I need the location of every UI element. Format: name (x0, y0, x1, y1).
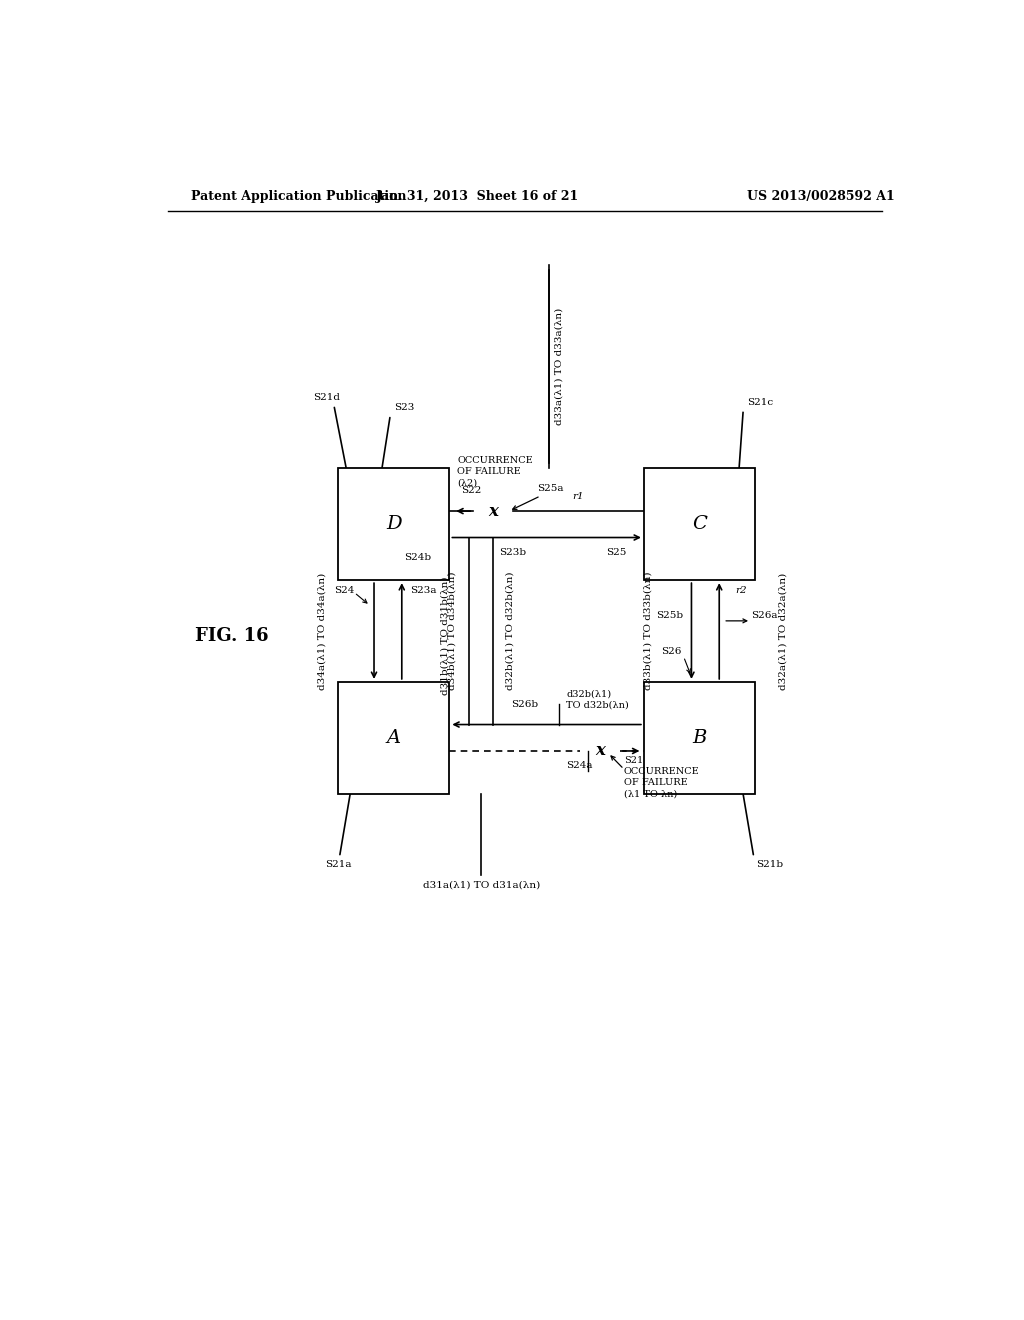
Text: S23: S23 (394, 404, 415, 412)
Text: d33b(λ1) TO d33b(λn): d33b(λ1) TO d33b(λn) (643, 572, 652, 690)
Text: S26: S26 (662, 647, 682, 656)
Text: S25b: S25b (656, 611, 684, 620)
Text: S26b: S26b (512, 701, 539, 709)
Text: S25: S25 (606, 548, 626, 557)
Text: S21c: S21c (748, 399, 773, 408)
Text: S25a: S25a (537, 484, 563, 492)
Text: FIG. 16: FIG. 16 (196, 627, 269, 645)
Text: S24: S24 (334, 586, 354, 595)
Bar (644, 469, 755, 581)
Text: d31b(λ1) TO d31b(λn): d31b(λ1) TO d31b(λn) (441, 577, 450, 696)
Text: r1: r1 (572, 492, 584, 500)
Text: d33a(λ1) TO d33a(λn): d33a(λ1) TO d33a(λn) (555, 308, 564, 425)
Text: S22: S22 (462, 486, 481, 495)
Text: C: C (692, 515, 707, 533)
Text: D: D (386, 515, 401, 533)
Text: US 2013/0028592 A1: US 2013/0028592 A1 (748, 190, 895, 202)
Text: S24b: S24b (404, 553, 431, 562)
Text: S23b: S23b (499, 548, 526, 557)
Text: d34b(λ1) TO d34b(λn): d34b(λ1) TO d34b(λn) (447, 572, 457, 690)
Text: A: A (387, 729, 401, 747)
Text: S21
OCCURRENCE
OF FAILURE
(λ1 TO λn): S21 OCCURRENCE OF FAILURE (λ1 TO λn) (624, 756, 699, 799)
Text: Jan. 31, 2013  Sheet 16 of 21: Jan. 31, 2013 Sheet 16 of 21 (376, 190, 579, 202)
Text: d32a(λ1) TO d32a(λn): d32a(λ1) TO d32a(λn) (778, 573, 787, 689)
Text: S21d: S21d (313, 393, 340, 403)
Text: d34a(λ1) TO d34a(λn): d34a(λ1) TO d34a(λn) (317, 573, 327, 689)
Text: d32b(λ1)
TO d32b(λn): d32b(λ1) TO d32b(λn) (566, 690, 629, 709)
Text: S21a: S21a (325, 859, 351, 869)
Text: OCCURRENCE
OF FAILURE
(λ2): OCCURRENCE OF FAILURE (λ2) (458, 457, 534, 487)
Text: r2: r2 (735, 586, 746, 595)
Text: S24a: S24a (565, 762, 592, 770)
Text: S26a: S26a (751, 611, 777, 620)
Text: d32b(λ1) TO d32b(λn): d32b(λ1) TO d32b(λn) (506, 572, 515, 690)
Bar (338, 469, 450, 581)
Text: d31a(λ1) TO d31a(λn): d31a(λ1) TO d31a(λn) (423, 880, 540, 890)
Text: B: B (692, 729, 707, 747)
Bar (338, 682, 450, 793)
Text: Patent Application Publication: Patent Application Publication (191, 190, 407, 202)
Text: S21b: S21b (757, 859, 783, 869)
Text: x: x (488, 503, 498, 520)
Bar (644, 682, 755, 793)
Text: x: x (595, 742, 605, 759)
Text: S23a: S23a (410, 586, 436, 595)
